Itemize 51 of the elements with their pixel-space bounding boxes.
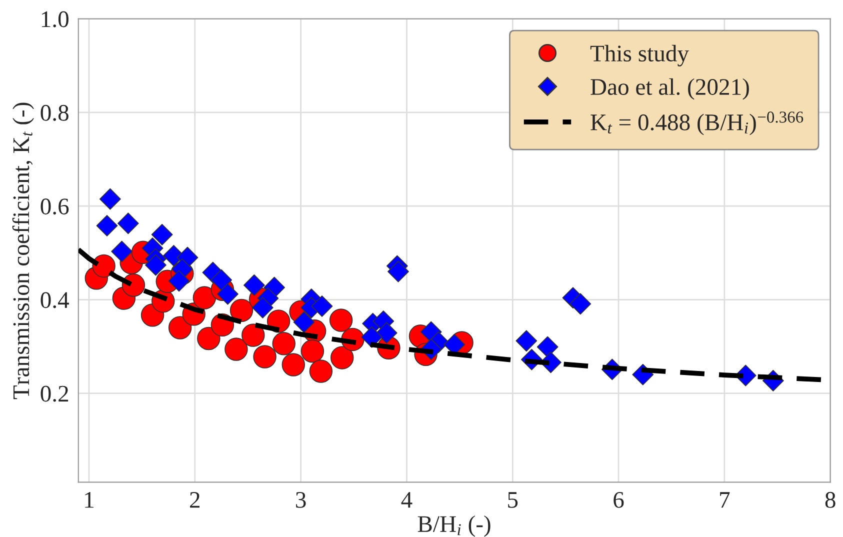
point [329,308,353,332]
point [376,322,398,344]
legend-label: This study [590,44,689,66]
point [168,316,192,340]
point [210,269,232,291]
legend-label: K$_{t}$ = 0.488 (B/H$_{i}$)$^{−0.366}$ [590,112,804,136]
point [197,326,220,350]
y-tick-label: 0.4 [40,292,69,308]
point [96,214,118,236]
point [224,338,248,361]
x-tick-label: 1 [85,492,94,508]
point [242,324,265,347]
point [99,188,121,210]
point [230,298,254,322]
point [330,346,354,370]
point [217,283,238,305]
point [117,212,139,234]
x-tick-label: 2 [190,492,200,508]
point [168,270,190,292]
y-tick-label: 1.0 [42,11,68,28]
x-tick-label: 6 [614,492,624,508]
point [253,345,276,368]
point [111,240,133,262]
point [570,293,592,315]
point [300,340,324,363]
x-tick-label: 4 [401,492,412,508]
x-tick-label: 8 [825,492,836,508]
x-axis-title: B/H$_{i}$ (-) [418,515,490,537]
point [536,336,558,358]
point [151,224,173,246]
point [388,260,409,282]
point [282,353,306,376]
x-tick-label: 5 [508,492,518,508]
legend-label: Dao et al. (2021) [590,78,749,100]
point [361,326,382,348]
point [293,311,315,333]
y-tick-label: 0.2 [40,386,68,402]
point [311,295,333,317]
point [243,274,265,296]
y-tick-label: 0.8 [40,104,68,121]
point [144,254,166,276]
y-axis-title: Transmission coefficient, K$_{t}$ (-) [12,102,34,400]
point [272,332,296,356]
x-tick-label: 7 [720,492,730,508]
point [309,360,333,383]
point [192,286,216,310]
point [516,330,538,352]
y-tick-label: 0.6 [40,198,69,215]
point [92,254,116,278]
x-tick-label: 3 [296,492,306,508]
point [252,296,274,318]
